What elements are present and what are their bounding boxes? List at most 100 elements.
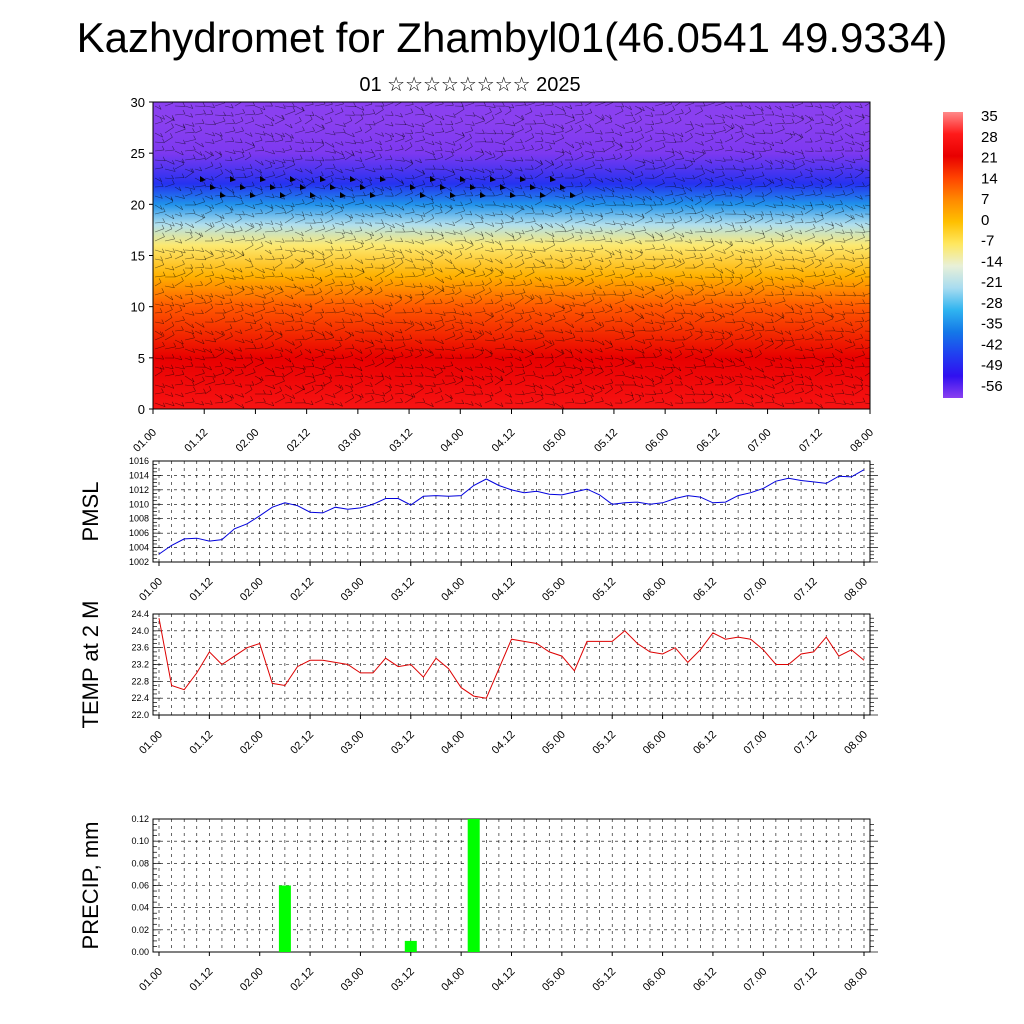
wind-barb [174,186,182,191]
x-tick-label: 03.12 [387,427,415,455]
wind-barb-flag [749,225,753,230]
wind-barb [244,213,255,218]
wind-barb-flag [381,304,385,310]
wind-barb [574,383,582,386]
wind-barb-flag [220,169,223,174]
wind-barb [804,348,814,352]
wind-barb-flag [499,278,502,283]
wind-barb [334,186,344,190]
wind-barb [424,321,433,326]
wind-barb [694,316,705,323]
wind-barb-flag [533,262,536,268]
wind-barb-flag [811,147,814,152]
wind-barb-flag [441,285,445,290]
wind-barb-flag [730,201,733,206]
wind-barb [814,330,822,336]
wind-barb-flag [723,157,726,162]
wind-barb-flag [833,397,836,403]
wind-barb [634,240,642,245]
wind-barb-flag [401,206,405,211]
wind-barb [634,285,644,291]
wind-barb [494,204,506,208]
wind-barb-flag [809,376,812,381]
wind-barb [424,231,435,234]
wind-barb-flag [182,269,186,274]
wind-barb [444,231,456,235]
wind-barb [384,231,393,233]
wind-barb [354,289,364,296]
wind-barb [194,158,206,161]
wind-barb-flag [650,205,653,210]
wind-barb-flag [761,323,764,328]
wind-barb-flag [780,249,783,255]
wind-barb-flag [799,134,802,139]
wind-barb-flag [540,130,544,135]
wind-barb-flag [399,328,403,334]
wind-barb-flag [561,150,565,155]
wind-barb [494,184,505,188]
wind-barb-flag [630,213,633,218]
wind-barb [794,186,805,189]
wind-barb-flag [702,227,706,232]
wind-barb-flag [682,177,685,182]
wind-barb-flag [350,187,354,192]
wind-barb [634,164,645,170]
wind-barb [414,267,426,271]
wind-barb [314,128,325,134]
wind-barb [754,249,763,252]
wind-barb-flag [591,327,594,332]
wind-barb [364,123,376,126]
wind-barb-flag [532,370,536,376]
wind-barb [854,312,865,315]
wind-barb-flag [862,397,866,402]
wind-barb-flag [203,298,206,303]
wind-barb-flag [792,341,795,346]
wind-barb [604,346,613,350]
wind-barb [754,218,764,224]
wind-flag [240,184,246,190]
wind-barb [224,285,232,290]
wind-barb-flag [269,249,272,255]
wind-barb [754,113,764,116]
wind-barb [784,258,795,261]
wind-barb-flag [700,275,704,280]
wind-barb-flag [241,403,245,409]
wind-barb-flag [861,141,865,147]
wind-barb-flag [830,383,833,388]
wind-barb-flag [389,135,393,140]
wind-barb-flag [792,165,796,170]
wind-barb [294,366,306,370]
wind-barb-flag [229,208,233,213]
wind-barb [484,267,494,272]
wind-barb-flag [821,320,825,325]
wind-barb [484,222,495,227]
wind-barb [314,175,324,179]
wind-barb-flag [761,109,764,115]
wind-barb-flag [270,102,273,107]
wind-barb [754,264,762,269]
wind-barb [174,366,185,370]
wind-barb [414,105,424,111]
wind-barb [474,120,485,125]
wind-barb [424,249,434,256]
wind-barb [674,345,685,350]
wind-barb [274,356,283,359]
wind-barb [634,294,645,299]
wind-barb [694,257,703,260]
wind-barb-flag [259,136,263,141]
wind-barb-flag [222,260,225,265]
wind-barb-flag [841,244,844,250]
wind-barb-flag [201,263,205,268]
wind-barb [324,282,335,287]
wind-barb [484,249,494,253]
wind-barb-flag [769,105,772,110]
wind-barb-flag [630,126,634,132]
wind-barb-flag [800,397,803,402]
wind-flag [360,184,366,190]
wind-barb-flag [180,251,184,256]
wind-barb-flag [379,165,383,170]
wind-barb [714,249,726,254]
wind-barb [364,103,373,107]
wind-barb [344,321,353,324]
